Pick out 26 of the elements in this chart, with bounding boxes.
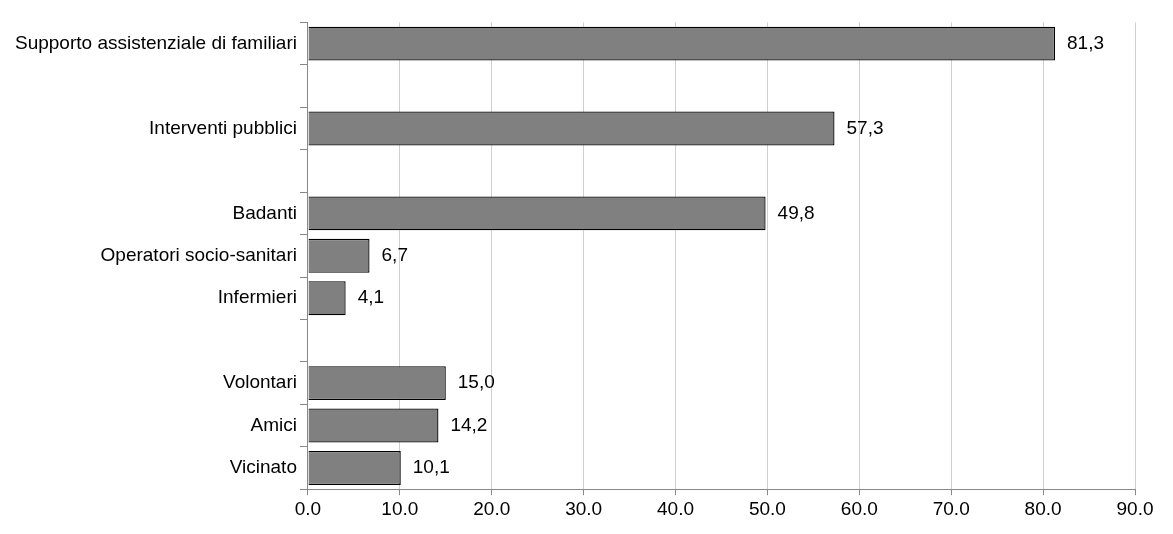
- x-tick-label: 30.0: [565, 497, 603, 519]
- data-label: 81,3: [1067, 31, 1105, 53]
- y-tick-label: Volontari: [223, 371, 297, 393]
- data-label: 4,1: [357, 286, 385, 308]
- x-tick-label: 0.0: [294, 497, 322, 519]
- data-label: 15,0: [457, 371, 495, 393]
- data-label: 14,2: [450, 413, 488, 435]
- x-tick-label: 40.0: [657, 497, 695, 519]
- x-tick-label: 50.0: [748, 497, 786, 519]
- data-label: 49,8: [777, 201, 815, 223]
- x-tick-label: 80.0: [1024, 497, 1062, 519]
- y-tick-label: Amici: [250, 413, 297, 435]
- y-tick-label: Badanti: [232, 201, 297, 223]
- x-tick-label: 70.0: [932, 497, 970, 519]
- data-label: 6,7: [381, 244, 408, 266]
- x-tick-label: 90.0: [1116, 497, 1154, 519]
- y-tick-label: Operatori socio-sanitari: [100, 244, 297, 266]
- x-tick-label: 60.0: [840, 497, 878, 519]
- y-tick-label: Interventi pubblici: [149, 116, 297, 138]
- y-tick-label: Infermieri: [217, 286, 297, 308]
- data-label: 57,3: [846, 116, 884, 138]
- x-tick-label: 20.0: [473, 497, 511, 519]
- y-tick-label: Vicinato: [229, 456, 297, 478]
- data-label: 10,1: [412, 456, 450, 478]
- x-tick-label: 10.0: [381, 497, 419, 519]
- y-tick-label: Supporto assistenziale di familiari: [15, 31, 297, 53]
